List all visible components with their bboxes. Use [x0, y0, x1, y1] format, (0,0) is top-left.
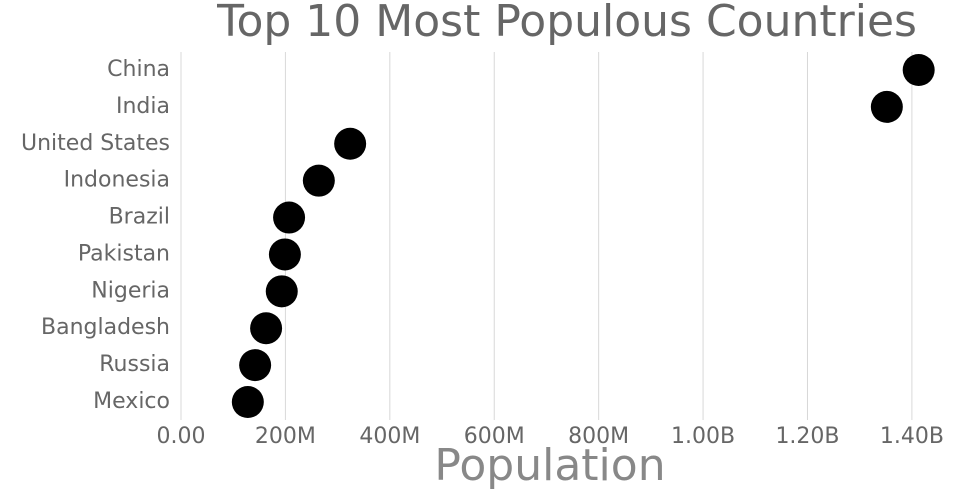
- y-tick-label: Pakistan: [78, 241, 170, 266]
- y-tick-label: United States: [21, 131, 170, 156]
- x-tick-label: 1.40B: [880, 424, 944, 449]
- dot: [239, 349, 272, 382]
- chart-title: Top 10 Most Populous Countries: [216, 0, 917, 47]
- y-tick-label: Indonesia: [64, 168, 170, 193]
- dot: [870, 90, 903, 123]
- y-tick-label: Nigeria: [91, 278, 170, 303]
- y-tick-label: China: [107, 57, 170, 82]
- x-tick-label: 400M: [359, 424, 420, 449]
- y-tick-label: Mexico: [93, 389, 170, 414]
- x-tick-label: 200M: [255, 424, 316, 449]
- y-tick-label: Bangladesh: [41, 315, 170, 340]
- dot: [268, 238, 301, 271]
- x-tick-label: 0.00: [157, 424, 206, 449]
- dot: [902, 54, 935, 86]
- x-tick-label: 800M: [568, 424, 629, 449]
- dot: [273, 201, 306, 234]
- dot: [250, 312, 283, 345]
- dot: [265, 275, 298, 308]
- dot: [231, 386, 264, 418]
- y-tick-label: India: [116, 94, 170, 119]
- x-tick-label: 1.20B: [775, 424, 839, 449]
- x-tick-label: 1.00B: [671, 424, 735, 449]
- dot: [302, 164, 335, 197]
- x-tick-label: 600M: [464, 424, 525, 449]
- y-tick-label: Russia: [99, 352, 170, 377]
- y-tick-label: Brazil: [109, 205, 170, 230]
- x-axis-title: Population: [434, 440, 665, 491]
- dot: [334, 127, 367, 160]
